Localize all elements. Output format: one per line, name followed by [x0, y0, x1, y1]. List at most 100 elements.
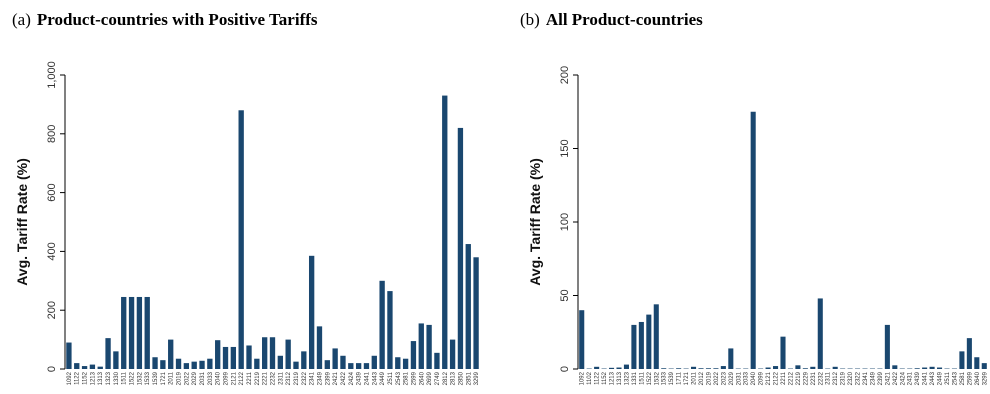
- x-tick-label: 3299: [474, 371, 480, 385]
- bar: [340, 355, 346, 369]
- y-tick-label: 150: [559, 139, 571, 157]
- bar: [832, 366, 838, 369]
- title-text: Product-countries with Positive Tariffs: [37, 10, 318, 29]
- panel-label: (a): [12, 10, 31, 29]
- bar: [410, 341, 417, 369]
- x-tick-label: 1539: [153, 371, 159, 385]
- x-tick-label: 2011: [692, 371, 698, 385]
- bar: [238, 110, 244, 369]
- x-tick-label: 2211: [247, 371, 253, 385]
- bar: [773, 366, 779, 369]
- y-tick-label: 0: [559, 366, 571, 372]
- bar: [623, 364, 629, 369]
- x-tick-label: 2019: [706, 371, 712, 385]
- x-tick-label: 1522: [647, 371, 653, 385]
- y-tick-label: 600: [46, 183, 58, 201]
- x-tick-label: 2349: [870, 371, 876, 385]
- bar: [97, 366, 103, 369]
- bar: [81, 366, 88, 369]
- x-tick-label: 1511: [122, 371, 128, 385]
- x-tick-label: 2399: [878, 371, 884, 385]
- x-tick-label: 2851: [466, 371, 472, 385]
- x-tick-label: 2040: [751, 371, 757, 385]
- x-tick-label: 2221: [263, 371, 269, 385]
- x-tick-label: 2349: [317, 371, 323, 385]
- x-tick-label: 2441: [364, 371, 370, 385]
- x-tick-label: 2033: [208, 371, 214, 385]
- bar: [207, 358, 213, 369]
- bar: [691, 366, 697, 369]
- bar: [89, 364, 96, 369]
- x-tick-label: 2320: [848, 371, 854, 385]
- bar: [199, 360, 205, 369]
- x-tick-label: 2640: [419, 371, 425, 385]
- bar: [579, 310, 585, 369]
- x-tick-label: 2443: [930, 371, 936, 385]
- x-tick-label: 2581: [960, 371, 966, 385]
- bar: [705, 368, 711, 369]
- bar: [434, 352, 440, 369]
- bar: [981, 363, 987, 369]
- y-tick-label: 800: [46, 125, 58, 143]
- bar: [183, 363, 190, 369]
- x-tick-label: 2011: [169, 371, 175, 385]
- bar: [355, 363, 362, 369]
- bar: [277, 355, 283, 369]
- bar: [631, 324, 637, 369]
- bar: [750, 111, 756, 369]
- bar: [66, 342, 72, 369]
- x-tick-label: 1511: [639, 371, 645, 385]
- x-tick-label: 2319: [841, 371, 847, 385]
- bar: [215, 340, 221, 369]
- bar: [698, 368, 704, 369]
- y-axis-title: Avg. Tariff Rate (%): [14, 158, 30, 286]
- x-tick-label: 2312: [833, 371, 839, 385]
- bar: [301, 351, 307, 369]
- x-tick-label: 2019: [177, 371, 183, 385]
- x-tick-label: 2439: [357, 371, 363, 385]
- x-tick-label: 1122: [75, 371, 81, 385]
- x-tick-label: 2311: [278, 371, 284, 385]
- x-tick-label: 2121: [231, 371, 237, 385]
- bar: [74, 363, 80, 369]
- x-tick-label: 3299: [982, 371, 988, 385]
- x-tick-label: 2599: [967, 371, 973, 385]
- bar: [285, 339, 291, 369]
- bar: [646, 314, 652, 369]
- y-tick-label: 50: [559, 289, 571, 301]
- x-tick-label: 2424: [900, 371, 906, 385]
- x-tick-label: 2850: [458, 371, 464, 385]
- x-tick-label: 2012: [699, 371, 705, 385]
- x-tick-label: 1522: [130, 371, 136, 385]
- x-tick-label: 1213: [610, 371, 616, 385]
- x-tick-label: 2212: [788, 371, 794, 385]
- bar: [473, 257, 479, 369]
- bar: [152, 357, 158, 369]
- x-tick-label: 2422: [341, 371, 347, 385]
- x-tick-label: 2322: [302, 371, 308, 385]
- bar: [974, 357, 980, 369]
- bar: [230, 346, 237, 369]
- x-tick-label: 2099: [759, 371, 765, 385]
- bar: [136, 296, 143, 369]
- x-tick-label: 1539: [669, 371, 675, 385]
- x-tick-label: 1532: [654, 371, 660, 385]
- y-axis-title: Avg. Tariff Rate (%): [527, 158, 543, 286]
- x-tick-label: 2511: [945, 371, 951, 385]
- x-tick-label: 2599: [411, 371, 417, 385]
- bar: [222, 346, 229, 369]
- bar: [395, 357, 401, 369]
- x-tick-label: 2812: [443, 371, 449, 385]
- x-tick-label: 2231: [811, 371, 817, 385]
- bar: [442, 95, 448, 369]
- bar: [884, 324, 890, 369]
- x-tick-label: 2581: [404, 371, 410, 385]
- y-tick-label: 400: [46, 242, 58, 260]
- bar: [609, 367, 615, 369]
- x-tick-label: 2029: [192, 371, 198, 385]
- x-tick-label: 2040: [216, 371, 222, 385]
- x-tick-label: 2421: [885, 371, 891, 385]
- x-tick-label: 2312: [286, 371, 292, 385]
- bar: [105, 338, 111, 369]
